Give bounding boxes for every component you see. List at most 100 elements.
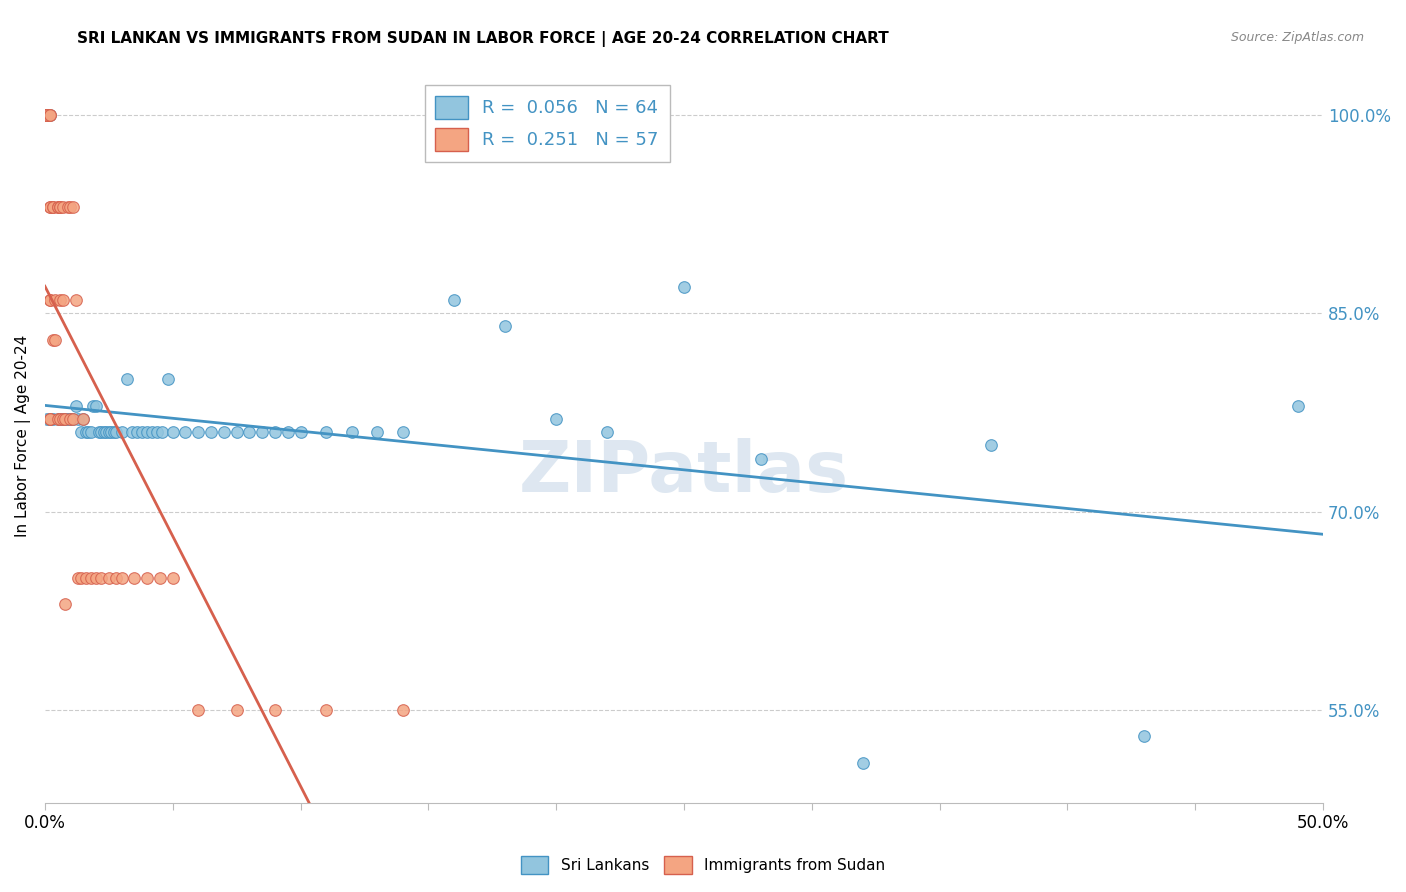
Point — [93, 425, 115, 440]
Point — [156, 372, 179, 386]
Point — [37, 412, 59, 426]
Point — [264, 703, 287, 717]
Point — [225, 703, 247, 717]
Point — [72, 412, 94, 426]
Point — [59, 412, 82, 426]
Point — [110, 571, 132, 585]
Point — [46, 412, 69, 426]
Point — [187, 703, 209, 717]
Point — [37, 108, 59, 122]
Point — [187, 425, 209, 440]
Point — [110, 425, 132, 440]
Point — [82, 399, 104, 413]
Point — [65, 293, 87, 307]
Point — [121, 425, 143, 440]
Point — [49, 201, 72, 215]
Point — [52, 201, 75, 215]
Point — [53, 412, 76, 426]
Point — [41, 333, 63, 347]
Point — [39, 108, 62, 122]
Point — [53, 597, 76, 611]
Point — [37, 108, 59, 122]
Point — [39, 108, 62, 122]
Point — [87, 425, 110, 440]
Point — [596, 425, 619, 440]
Point — [75, 425, 97, 440]
Point — [494, 319, 516, 334]
Point — [49, 412, 72, 426]
Point — [39, 293, 62, 307]
Point — [146, 425, 169, 440]
Point — [105, 571, 128, 585]
Point — [39, 412, 62, 426]
Point — [46, 201, 69, 215]
Point — [852, 756, 875, 770]
Point — [77, 425, 100, 440]
Point — [69, 425, 91, 440]
Point — [136, 425, 159, 440]
Point — [225, 425, 247, 440]
Point — [264, 425, 287, 440]
Point — [56, 412, 79, 426]
Point — [56, 201, 79, 215]
Point — [52, 412, 75, 426]
Point — [39, 201, 62, 215]
Point — [39, 108, 62, 122]
Point — [52, 293, 75, 307]
Point — [250, 425, 273, 440]
Point — [69, 571, 91, 585]
Point — [41, 201, 63, 215]
Point — [72, 412, 94, 426]
Point — [125, 425, 148, 440]
Point — [84, 571, 107, 585]
Point — [124, 571, 146, 585]
Point — [37, 108, 59, 122]
Y-axis label: In Labor Force | Age 20-24: In Labor Force | Age 20-24 — [15, 334, 31, 537]
Point — [46, 201, 69, 215]
Point — [39, 412, 62, 426]
Text: SRI LANKAN VS IMMIGRANTS FROM SUDAN IN LABOR FORCE | AGE 20-24 CORRELATION CHART: SRI LANKAN VS IMMIGRANTS FROM SUDAN IN L… — [77, 31, 889, 47]
Point — [391, 703, 413, 717]
Point — [90, 425, 112, 440]
Point — [152, 425, 174, 440]
Point — [290, 425, 312, 440]
Point — [62, 412, 84, 426]
Point — [115, 372, 138, 386]
Point — [75, 571, 97, 585]
Point — [141, 425, 163, 440]
Point — [53, 412, 76, 426]
Point — [277, 425, 299, 440]
Point — [44, 333, 66, 347]
Point — [37, 108, 59, 122]
Point — [37, 108, 59, 122]
Point — [315, 425, 337, 440]
Point — [366, 425, 388, 440]
Point — [49, 201, 72, 215]
Point — [59, 412, 82, 426]
Point — [103, 425, 125, 440]
Point — [162, 571, 184, 585]
Point — [980, 438, 1002, 452]
Point — [39, 201, 62, 215]
Point — [340, 425, 363, 440]
Point — [62, 201, 84, 215]
Point — [41, 201, 63, 215]
Point — [97, 571, 120, 585]
Point — [52, 412, 75, 426]
Point — [59, 201, 82, 215]
Point — [212, 425, 235, 440]
Point — [149, 571, 172, 585]
Point — [80, 571, 103, 585]
Point — [97, 425, 120, 440]
Point — [200, 425, 222, 440]
Point — [105, 425, 128, 440]
Point — [67, 412, 90, 426]
Point — [1286, 399, 1309, 413]
Text: ZIPatlas: ZIPatlas — [519, 438, 849, 507]
Point — [46, 412, 69, 426]
Point — [52, 412, 75, 426]
Point — [443, 293, 465, 307]
Legend: R =  0.056   N = 64, R =  0.251   N = 57: R = 0.056 N = 64, R = 0.251 N = 57 — [425, 85, 669, 162]
Point — [37, 108, 59, 122]
Point — [131, 425, 153, 440]
